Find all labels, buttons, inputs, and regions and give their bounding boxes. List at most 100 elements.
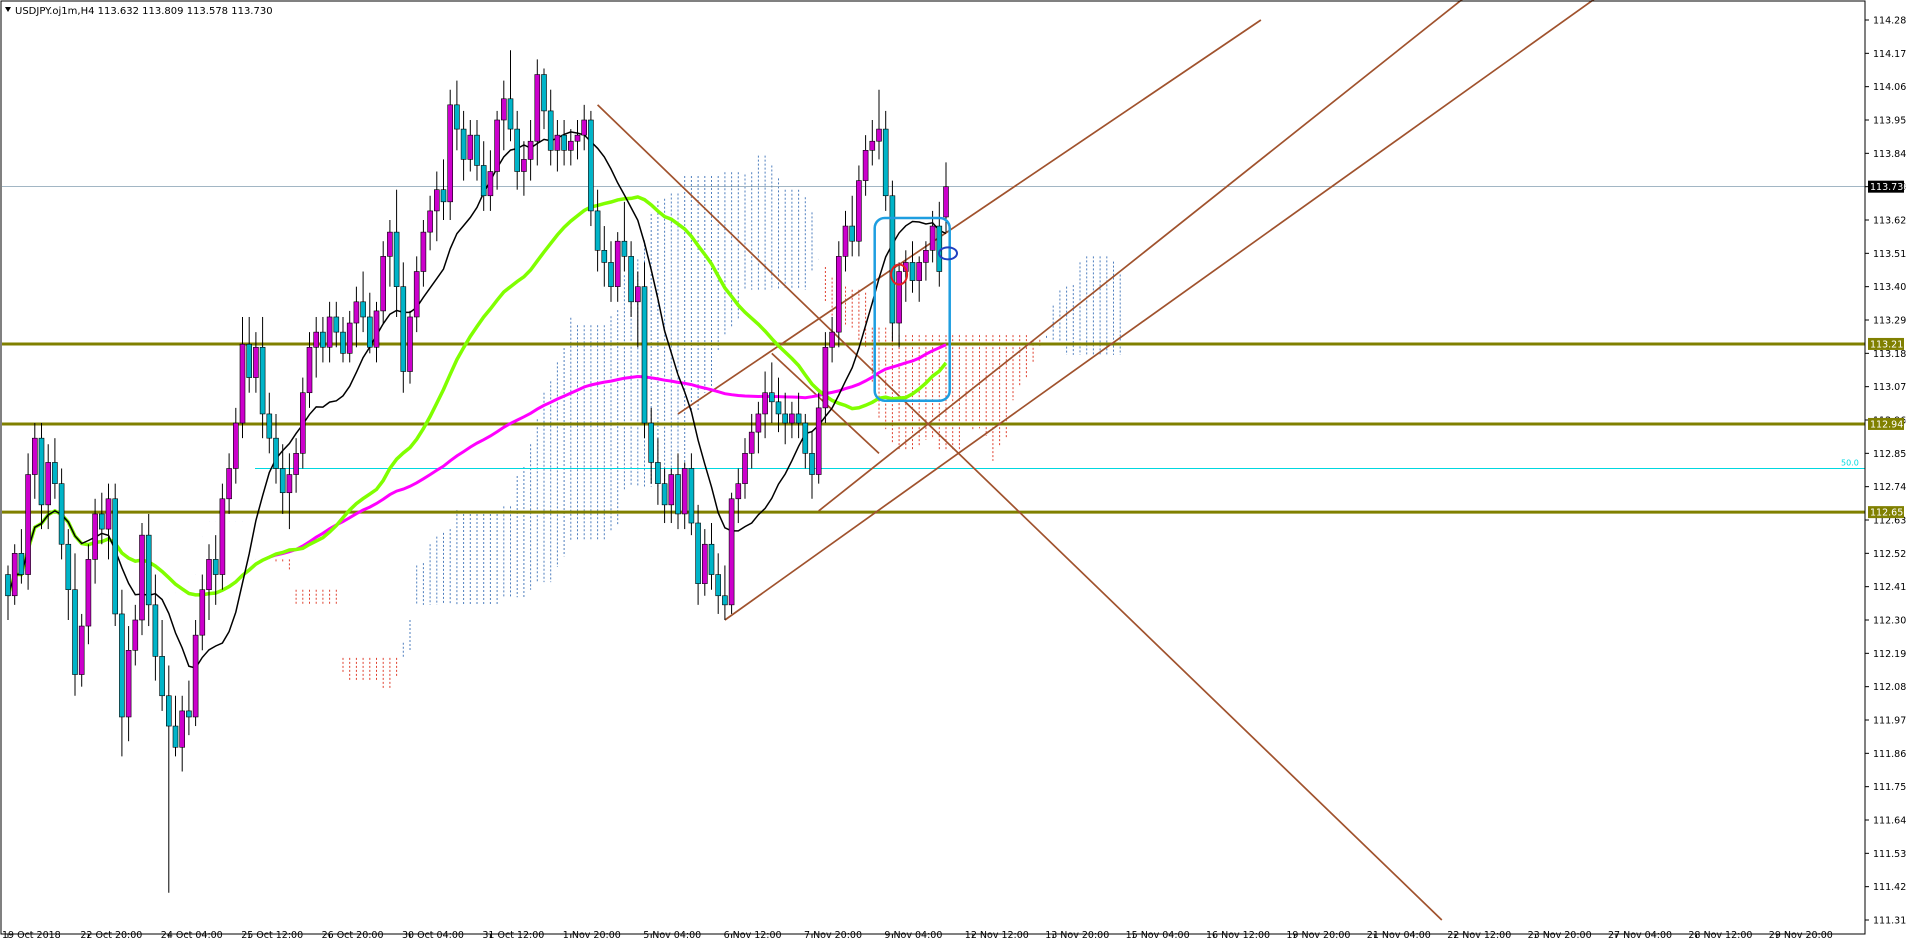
bull-candle	[206, 559, 212, 590]
bear-candle	[849, 225, 856, 242]
channel-line-upper[interactable]	[677, 19, 1262, 415]
bear-candle	[166, 695, 172, 727]
y-tick-label: 113.400	[1873, 282, 1906, 293]
fib-level-label: 50.0	[1841, 458, 1859, 467]
bull-candle	[420, 231, 427, 272]
bull-candle	[581, 119, 588, 136]
bear-candle	[246, 343, 252, 378]
bear-candle	[38, 437, 45, 506]
bull-candle	[407, 316, 413, 372]
bear-candle	[58, 483, 65, 545]
bull-candle	[326, 316, 333, 348]
y-tick-label: 113.510	[1873, 249, 1906, 260]
bull-candle	[614, 240, 621, 287]
x-tick-label: 23 Nov 20:00	[1528, 930, 1592, 941]
channel-line-mid[interactable]	[818, 0, 1482, 512]
bear-candle	[909, 262, 916, 281]
symbol-info: USDJPY.oj1m,H4 113.632 113.809 113.578 1…	[15, 6, 273, 17]
bear-candle	[460, 128, 467, 160]
bear-candle	[119, 613, 125, 718]
price-axis[interactable]: 114.280 114.170 114.060 113.950 113.840 113.7…	[1865, 16, 1906, 927]
y-tick-label: 112.740	[1873, 482, 1906, 493]
x-tick-label: 24 Oct 04:00	[161, 930, 223, 941]
dropdown-triangle-icon	[5, 7, 11, 12]
x-tick-label: 26 Oct 20:00	[322, 930, 384, 941]
bull-candle	[179, 710, 185, 748]
bull-candle	[567, 140, 574, 151]
x-tick-label: 6 Nov 12:00	[724, 930, 782, 941]
channel-line-lower[interactable]	[724, 0, 1616, 621]
time-axis[interactable]: 19 Oct 2018 22 Oct 20:00 24 Oct 04:00 25 Oc…	[2, 930, 1833, 941]
bear-candle	[186, 710, 192, 718]
bear-candle	[547, 110, 554, 151]
bear-candle	[594, 210, 601, 251]
bear-candle	[655, 462, 661, 484]
bull-candle	[943, 186, 949, 218]
bear-candle	[440, 189, 447, 203]
bear-candle	[507, 98, 514, 130]
x-tick-label: 19 Nov 20:00	[1286, 930, 1350, 941]
bear-candle	[18, 553, 25, 575]
moving-averages	[6, 131, 948, 669]
bull-candle	[534, 74, 541, 142]
bull-candle	[313, 331, 320, 348]
bear-candle	[648, 422, 655, 463]
bull-candle	[413, 271, 420, 318]
horizontal-levels: 50.0	[2, 186, 1865, 514]
bear-candle	[782, 413, 789, 424]
bear-candle	[266, 413, 273, 439]
bull-candle	[467, 134, 474, 160]
bull-candle	[748, 431, 755, 454]
x-tick-label: 9 Nov 04:00	[884, 930, 942, 941]
bull-candle	[233, 422, 239, 469]
y-tick-label: 114.170	[1873, 49, 1906, 60]
bull-candle	[829, 331, 835, 348]
bull-candle	[380, 256, 387, 312]
x-tick-label: 28 Nov 12:00	[1688, 930, 1752, 941]
plot-frame	[0, 0, 1866, 935]
y-tick-label: 111.860	[1873, 749, 1906, 760]
bull-candle	[487, 171, 494, 197]
bear-candle	[882, 128, 889, 197]
bull-candle	[293, 453, 299, 475]
bear-candle	[159, 656, 165, 697]
bear-candle	[99, 513, 105, 530]
bull-candle	[923, 250, 929, 263]
bull-candle	[387, 231, 393, 257]
level-price-tag-bg	[1868, 337, 1904, 350]
bear-candle	[112, 498, 118, 615]
bull-candle	[789, 413, 795, 424]
bear-candle	[768, 392, 775, 403]
bear-candle	[480, 165, 487, 197]
level-price-tag: 112.656	[1870, 508, 1906, 519]
bear-candle	[52, 462, 58, 484]
y-tick-label: 114.280	[1873, 16, 1906, 27]
x-tick-label: 19 Oct 2018	[2, 930, 61, 941]
symbol-header: USDJPY.oj1m,H4 113.632 113.809 113.578 1…	[5, 6, 273, 17]
trend-lines[interactable]	[597, 0, 1616, 921]
bull-candle	[728, 498, 735, 606]
bear-candle	[775, 401, 782, 415]
y-tick-label: 113.950	[1873, 116, 1906, 127]
bear-candle	[561, 134, 567, 151]
bull-candle	[554, 134, 561, 151]
y-tick-label: 112.080	[1873, 682, 1906, 693]
x-tick-label: 22 Nov 12:00	[1447, 930, 1511, 941]
bull-candle	[896, 271, 902, 324]
bull-candle	[742, 453, 748, 484]
x-tick-label: 15 Nov 04:00	[1126, 930, 1190, 941]
bear-candle	[688, 468, 695, 524]
bear-candle	[400, 286, 407, 372]
bear-candle	[621, 240, 628, 257]
bear-candle	[320, 331, 326, 348]
level-price-tag-bg	[1868, 417, 1904, 430]
y-tick-label: 111.420	[1873, 882, 1906, 893]
x-tick-label: 30 Oct 04:00	[402, 930, 464, 941]
bull-candle	[45, 462, 52, 506]
x-tick-label: 7 Nov 20:00	[804, 930, 862, 941]
level-price-tag-bg	[1868, 506, 1904, 519]
bull-candle	[192, 634, 199, 718]
bull-candle	[253, 346, 259, 378]
downtrend-line[interactable]	[597, 104, 1443, 921]
